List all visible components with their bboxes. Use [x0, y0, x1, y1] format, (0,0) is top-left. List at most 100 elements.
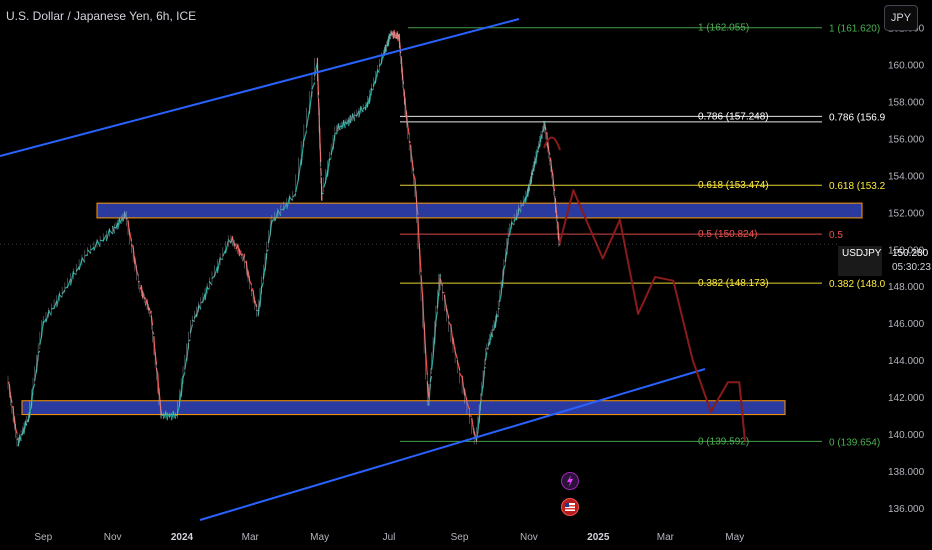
price-segment	[69, 271, 74, 286]
price-segment	[283, 202, 288, 210]
price-segment	[274, 211, 279, 222]
price-segment	[193, 313, 198, 319]
price-segment	[105, 228, 111, 242]
price-segment	[442, 291, 445, 294]
lightning-icon[interactable]	[561, 472, 579, 490]
y-tick-label: 136.000	[888, 504, 925, 515]
price-segment	[469, 415, 472, 417]
price-segment	[48, 309, 52, 316]
fib-label: 0.618 (153.474)	[698, 180, 769, 191]
price-segment	[297, 158, 302, 179]
price-segment	[368, 87, 372, 104]
x-tick-label: 2025	[587, 532, 610, 543]
price-segment	[376, 68, 380, 73]
chart-title: U.S. Dollar / Japanese Yen, 6h, ICE	[6, 9, 197, 23]
fib-label-right: 1 (161.620)	[829, 24, 880, 35]
price-segment	[277, 209, 282, 217]
price-segment	[90, 247, 95, 251]
price-segment	[374, 70, 378, 84]
y-tick-label: 154.000	[888, 171, 925, 182]
price-segment	[461, 375, 466, 396]
price-segment	[102, 234, 107, 242]
price-segment	[295, 178, 300, 193]
price-segment	[81, 257, 86, 263]
price-segment	[303, 130, 308, 141]
price-segment	[520, 204, 524, 207]
fib-label: 0.382 (148.173)	[698, 278, 769, 289]
price-segment	[372, 80, 376, 87]
price-segment	[289, 197, 294, 201]
price-segment	[515, 209, 520, 221]
price-segment	[186, 342, 190, 362]
bar-countdown: 05:30:23	[892, 262, 931, 273]
price-segment	[522, 196, 527, 205]
price-segment	[216, 257, 221, 274]
price-segment	[168, 413, 173, 418]
symbol-label: USDJPY	[842, 248, 882, 259]
price-segment	[172, 412, 177, 419]
x-tick-label: Nov	[104, 532, 122, 543]
price-segment	[300, 139, 305, 166]
price-segment	[164, 410, 169, 421]
price-segment	[328, 157, 332, 161]
price-segment	[439, 278, 443, 286]
x-tick-label: Nov	[520, 532, 538, 543]
x-tick-label: Mar	[242, 532, 260, 543]
price-segment	[42, 318, 47, 324]
x-tick-label: Jul	[383, 532, 396, 543]
price-segment	[206, 287, 210, 290]
price-segment	[224, 240, 229, 254]
price-segment	[524, 189, 529, 204]
currency-button[interactable]: JPY	[884, 5, 918, 31]
upper-channel-line	[0, 18, 520, 157]
price-segment	[308, 90, 313, 115]
x-tick-label: 2024	[171, 532, 194, 543]
price-segment	[292, 193, 297, 198]
price-segment	[463, 388, 468, 403]
price-segment	[53, 300, 58, 309]
us-flag-icon[interactable]	[561, 498, 579, 516]
price-segment	[378, 62, 382, 67]
lower-channel-line	[199, 368, 706, 521]
price-segment	[450, 324, 454, 345]
fib-label-right: 0.5	[829, 230, 843, 241]
price-segment	[180, 376, 184, 398]
price-segment	[325, 170, 329, 183]
price-segment	[170, 410, 175, 421]
y-tick-label: 138.000	[888, 467, 925, 478]
price-segment	[93, 241, 98, 251]
price-segment	[204, 285, 208, 301]
price-badge: USDJPY 150.280 05:30:23	[838, 246, 931, 276]
fib-label: 0.5 (150.824)	[698, 229, 758, 240]
price-segment	[466, 402, 470, 410]
price-segment	[59, 294, 63, 298]
price-segment	[271, 217, 276, 222]
y-tick-label: 148.000	[888, 282, 925, 293]
fib-label-right: 0.786 (156.9	[829, 112, 886, 123]
price-segment	[56, 293, 61, 308]
price-segment	[64, 286, 68, 289]
fib-label-right: 0.618 (153.2	[829, 181, 886, 192]
price-segment	[202, 293, 206, 302]
price-segment	[182, 372, 186, 378]
price-segment	[366, 97, 370, 107]
y-tick-label: 150.000	[888, 245, 925, 256]
fib-label: 0.786 (157.248)	[698, 111, 769, 122]
price-segment	[208, 281, 213, 286]
price-segment	[162, 412, 167, 419]
fib-label: 1 (162.055)	[698, 23, 749, 34]
price-segment	[332, 134, 336, 150]
projection-path	[558, 189, 746, 442]
price-segment	[454, 351, 458, 359]
y-tick-label: 142.000	[888, 393, 925, 404]
price-segment	[362, 106, 366, 110]
price-segment	[87, 249, 92, 254]
price-segment	[75, 266, 80, 272]
price-segment	[511, 222, 515, 226]
price-segment	[51, 307, 55, 310]
top-arc	[543, 136, 561, 151]
price-segment	[178, 390, 182, 406]
fib-label-right: 0 (139.654)	[829, 437, 880, 448]
price-segment	[45, 311, 50, 323]
y-tick-label: 146.000	[888, 319, 925, 330]
